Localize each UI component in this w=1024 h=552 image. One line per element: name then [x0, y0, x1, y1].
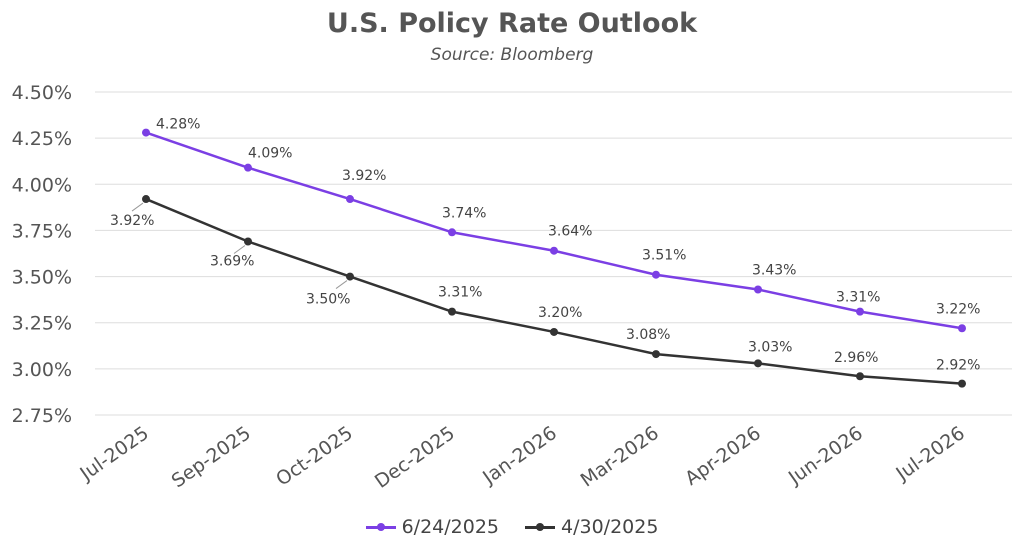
data-label: 3.03% [748, 339, 792, 355]
label-leader-line [131, 202, 144, 212]
data-label: 2.92% [936, 358, 980, 374]
data-label: 3.31% [438, 285, 482, 301]
data-point [958, 324, 966, 333]
data-point [244, 163, 252, 172]
data-label: 3.92% [342, 168, 386, 184]
data-label: 3.08% [626, 327, 670, 343]
legend-item-series-1: 6/24/2025 [365, 516, 499, 538]
data-label: 3.20% [538, 305, 582, 321]
data-labels: 4.28% 4.09% 3.92% 3.74% 3.64% 3.51% 3.43% 3.31%… [110, 117, 980, 374]
data-point [142, 128, 150, 137]
data-label: 3.74% [442, 205, 486, 221]
y-tick-label: 2.75% [12, 405, 72, 427]
y-tick-label: 4.00% [12, 174, 72, 196]
y-tick-label: 4.50% [12, 82, 72, 104]
label-leader-line [335, 280, 348, 289]
x-tick-label: Oct-2025 [272, 422, 357, 491]
data-label: 4.28% [156, 117, 200, 133]
x-tick-label: Apr-2026 [681, 422, 765, 490]
x-tick-label: Mar-2026 [577, 422, 663, 492]
x-axis-ticks: Jul-2025 Sep-2025 Oct-2025 Dec-2025 Jan-2026… [75, 422, 968, 493]
data-point [346, 272, 354, 281]
data-point [754, 285, 762, 294]
data-label: 3.22% [936, 301, 980, 317]
data-label: 3.31% [836, 290, 880, 306]
data-point [244, 237, 252, 246]
x-tick-label: Jun-2026 [784, 422, 867, 489]
data-point [856, 307, 864, 316]
legend-swatch-series-1 [365, 520, 396, 534]
label-leader-line [233, 245, 246, 254]
data-label: 3.43% [752, 262, 796, 278]
data-point [448, 307, 456, 316]
x-tick-label: Jul-2026 [891, 422, 968, 485]
y-tick-label: 3.00% [12, 359, 72, 381]
data-label: 4.09% [248, 146, 292, 162]
x-tick-label: Jan-2026 [478, 422, 561, 489]
data-label: 3.64% [548, 224, 592, 240]
data-label: 3.50% [306, 292, 350, 308]
data-point [550, 246, 558, 255]
data-label: 3.92% [110, 213, 154, 229]
data-label: 2.96% [834, 350, 878, 366]
y-tick-label: 3.25% [12, 313, 72, 335]
chart-title: U.S. Policy Rate Outlook [326, 8, 698, 39]
data-point [142, 195, 150, 204]
data-label: 3.69% [210, 254, 254, 270]
x-tick-label: Jul-2025 [75, 422, 152, 485]
legend: 6/24/2025 4/30/2025 [0, 516, 1024, 538]
x-tick-label: Dec-2025 [371, 422, 459, 493]
data-point [550, 327, 558, 336]
x-tick-label: Sep-2025 [168, 422, 255, 492]
chart-subtitle: Source: Bloomberg [430, 45, 594, 65]
legend-swatch-series-2 [525, 520, 555, 534]
y-tick-label: 3.75% [12, 220, 72, 242]
data-point [754, 359, 762, 368]
data-point [346, 195, 354, 204]
data-point [448, 228, 456, 237]
legend-label-series-1: 6/24/2025 [401, 516, 499, 538]
y-axis-ticks: 2.75% 3.00% 3.25% 3.50% 3.75% 4.00% 4.25% 4.50% [12, 82, 72, 427]
data-point [652, 350, 660, 359]
y-tick-label: 3.50% [12, 267, 72, 289]
y-tick-label: 4.25% [12, 128, 72, 150]
data-point [856, 372, 864, 381]
data-point [652, 270, 660, 279]
series-layer [142, 128, 966, 388]
legend-label-series-2: 4/30/2025 [561, 516, 659, 538]
data-point [958, 379, 966, 388]
legend-item-series-2: 4/30/2025 [525, 516, 658, 538]
grid-lines [95, 91, 1012, 416]
data-label: 3.51% [642, 248, 686, 264]
